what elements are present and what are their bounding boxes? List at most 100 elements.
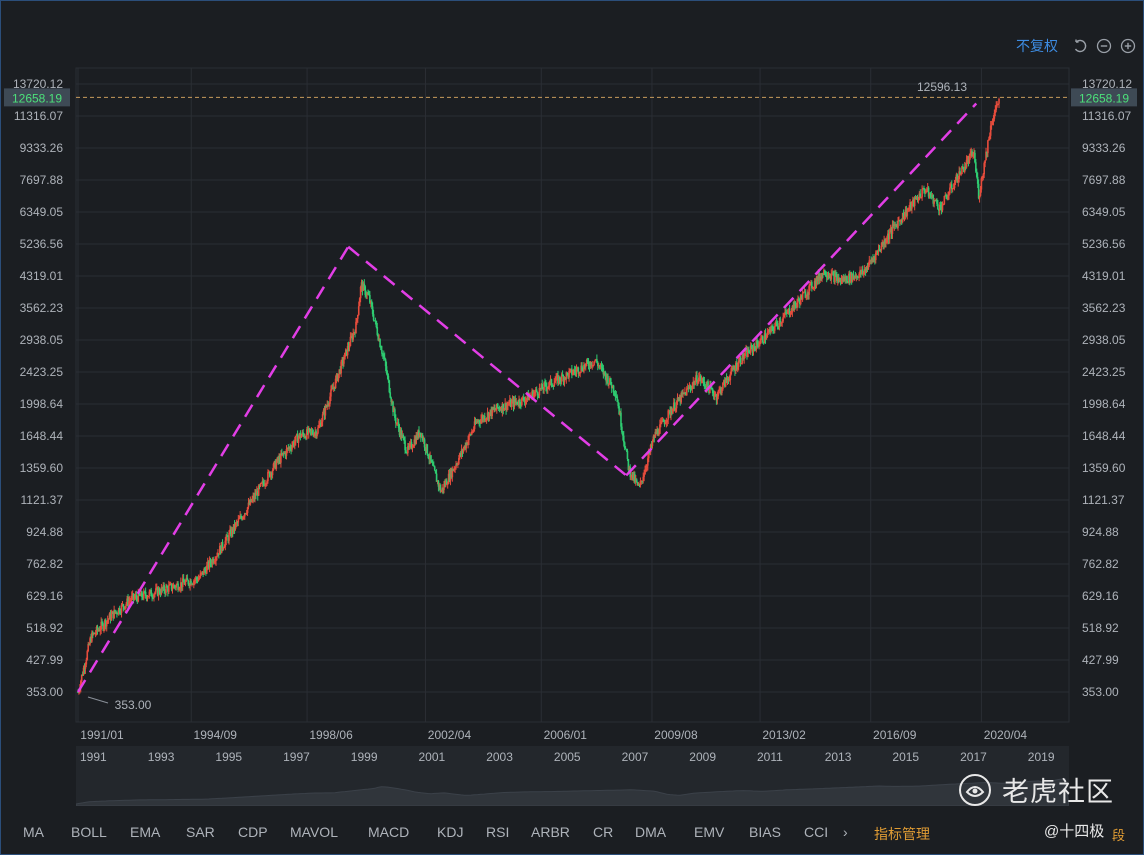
timeline-navigator[interactable]: [76, 746, 1069, 806]
zoom-in-icon[interactable]: [1120, 38, 1136, 54]
candle-body: [563, 377, 566, 382]
y-tick-right: 924.88: [1082, 525, 1119, 539]
candle-body: [611, 385, 614, 389]
candle-body: [289, 447, 291, 449]
indicator-tab-cr[interactable]: CR: [593, 824, 614, 840]
indicator-tab-cci[interactable]: CCI: [804, 824, 829, 840]
candle-body: [619, 412, 621, 415]
candle-body: [655, 431, 657, 434]
low-label: 353.00: [115, 698, 152, 712]
indicator-tab-dma[interactable]: DMA: [635, 824, 667, 840]
candle-body: [391, 401, 393, 403]
candle-body: [630, 476, 632, 478]
candle-body: [407, 446, 409, 454]
candle-body: [660, 421, 663, 423]
indicator-tab-sar[interactable]: SAR: [186, 824, 215, 840]
candle-body: [687, 387, 690, 389]
candle-body: [89, 638, 91, 645]
candle-body: [948, 193, 950, 196]
candle-body: [846, 276, 848, 282]
candle-body: [410, 442, 413, 449]
undo-icon[interactable]: [1072, 38, 1088, 54]
indicator-tab-boll[interactable]: BOLL: [71, 824, 107, 840]
candle-body: [209, 559, 212, 564]
y-tick-right: 353.00: [1082, 685, 1119, 699]
candle-body: [832, 272, 834, 274]
candle-body: [334, 378, 337, 389]
low-label-leader: [87, 696, 109, 704]
candle-body: [811, 282, 813, 289]
candle-body: [104, 620, 106, 627]
candle-body: [599, 365, 602, 367]
y-tick-left: 6349.05: [20, 205, 64, 219]
candle-body: [380, 347, 382, 350]
candle-body: [332, 388, 334, 390]
candle-body: [608, 383, 610, 385]
candle-body: [306, 429, 309, 434]
zoom-out-icon[interactable]: [1096, 38, 1112, 54]
indicator-tab-rsi[interactable]: RSI: [486, 824, 510, 840]
candle-body: [375, 320, 378, 328]
candle-body: [520, 404, 522, 406]
candle-body: [460, 449, 463, 455]
candle-body: [559, 376, 561, 381]
candle-body: [419, 432, 421, 437]
indicator-tab-emv[interactable]: EMV: [694, 824, 725, 840]
candle-body: [941, 204, 944, 211]
candle-body: [137, 592, 140, 602]
navigator-year-label: 2005: [553, 750, 581, 764]
candle-body: [908, 207, 910, 209]
candle-body: [434, 470, 437, 474]
watermark-tail: 段: [1112, 828, 1126, 843]
chevron-right-icon[interactable]: ›: [843, 824, 848, 840]
candle-body: [431, 460, 433, 463]
indicator-tab-cdp[interactable]: CDP: [238, 824, 268, 840]
indicator-manage-button[interactable]: 指标管理: [874, 826, 930, 842]
candle-body: [443, 484, 445, 490]
candle-body: [809, 283, 811, 287]
indicator-tab-kdj[interactable]: KDJ: [437, 824, 464, 840]
candle-body: [674, 408, 677, 411]
candle-body: [117, 613, 119, 615]
price-chart[interactable]: 13720.12 11316.07 9333.26 7697.88 6349.05 523…: [0, 0, 1144, 745]
indicator-tab-macd[interactable]: MACD: [368, 824, 410, 840]
candle-body: [181, 578, 184, 588]
adjust-mode-button[interactable]: 不复权: [1016, 38, 1058, 54]
indicator-tab-arbr[interactable]: ARBR: [531, 824, 570, 840]
candle-body: [638, 484, 641, 486]
candle-body: [239, 515, 241, 519]
candle-body: [914, 197, 917, 200]
candle-body: [159, 593, 162, 595]
candle-body: [319, 422, 322, 427]
candle-body: [195, 577, 198, 580]
indicator-tab-ema[interactable]: EMA: [130, 824, 161, 840]
candle-body: [80, 674, 83, 682]
candle-body: [969, 153, 972, 156]
candle-body: [701, 378, 704, 381]
candle-body: [271, 470, 274, 476]
candle-body: [835, 273, 837, 276]
candle-body: [961, 166, 963, 175]
candle-body: [333, 386, 336, 389]
candle-body: [993, 112, 996, 119]
candle-body: [426, 444, 429, 455]
indicator-tab-ma[interactable]: MA: [23, 824, 44, 840]
candle-body: [676, 397, 679, 403]
candle-body: [797, 298, 799, 303]
indicator-tab-bias[interactable]: BIAS: [749, 824, 781, 840]
indicator-tab-mavol[interactable]: MAVOL: [290, 824, 338, 840]
candle-body: [955, 174, 958, 180]
candle-body: [947, 195, 949, 200]
candle-body: [85, 659, 88, 665]
candle-body: [298, 433, 301, 438]
candle-body: [586, 359, 589, 363]
candle-body: [781, 321, 783, 323]
candle-body: [360, 282, 363, 287]
candle-body: [359, 286, 362, 299]
candle-body: [838, 278, 841, 282]
candle-body: [236, 522, 239, 524]
candle-body: [532, 391, 534, 399]
candle-body: [213, 561, 216, 563]
candle-body: [413, 439, 416, 446]
candle-body: [511, 399, 514, 402]
